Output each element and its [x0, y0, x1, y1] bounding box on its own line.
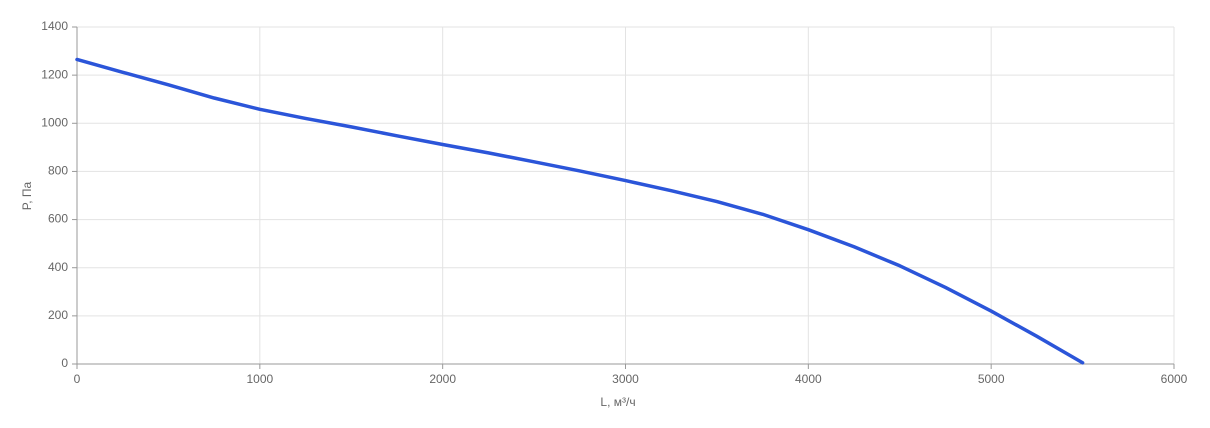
- y-axis-label: P, Па: [20, 181, 34, 210]
- y-tick-label: 1200: [41, 67, 68, 81]
- fan-curve: [75, 57, 1085, 365]
- x-tick-label: 0: [74, 372, 81, 386]
- y-tick-label: 1400: [41, 19, 68, 33]
- x-tick-label: 5000: [978, 372, 1005, 386]
- y-tick-label: 600: [48, 212, 68, 226]
- x-tick-label: 1000: [246, 372, 273, 386]
- y-tick-label: 200: [48, 308, 68, 322]
- y-tick-label: 800: [48, 164, 68, 178]
- y-tick-label: 400: [48, 260, 68, 274]
- x-tick-label: 3000: [612, 372, 639, 386]
- y-tick-label: 0: [61, 356, 68, 370]
- x-tick-label: 6000: [1161, 372, 1188, 386]
- x-tick-label: 4000: [795, 372, 822, 386]
- y-tick-label: 1000: [41, 115, 68, 129]
- x-tick-label: 2000: [429, 372, 456, 386]
- x-axis-label: L, м³/ч: [600, 395, 635, 409]
